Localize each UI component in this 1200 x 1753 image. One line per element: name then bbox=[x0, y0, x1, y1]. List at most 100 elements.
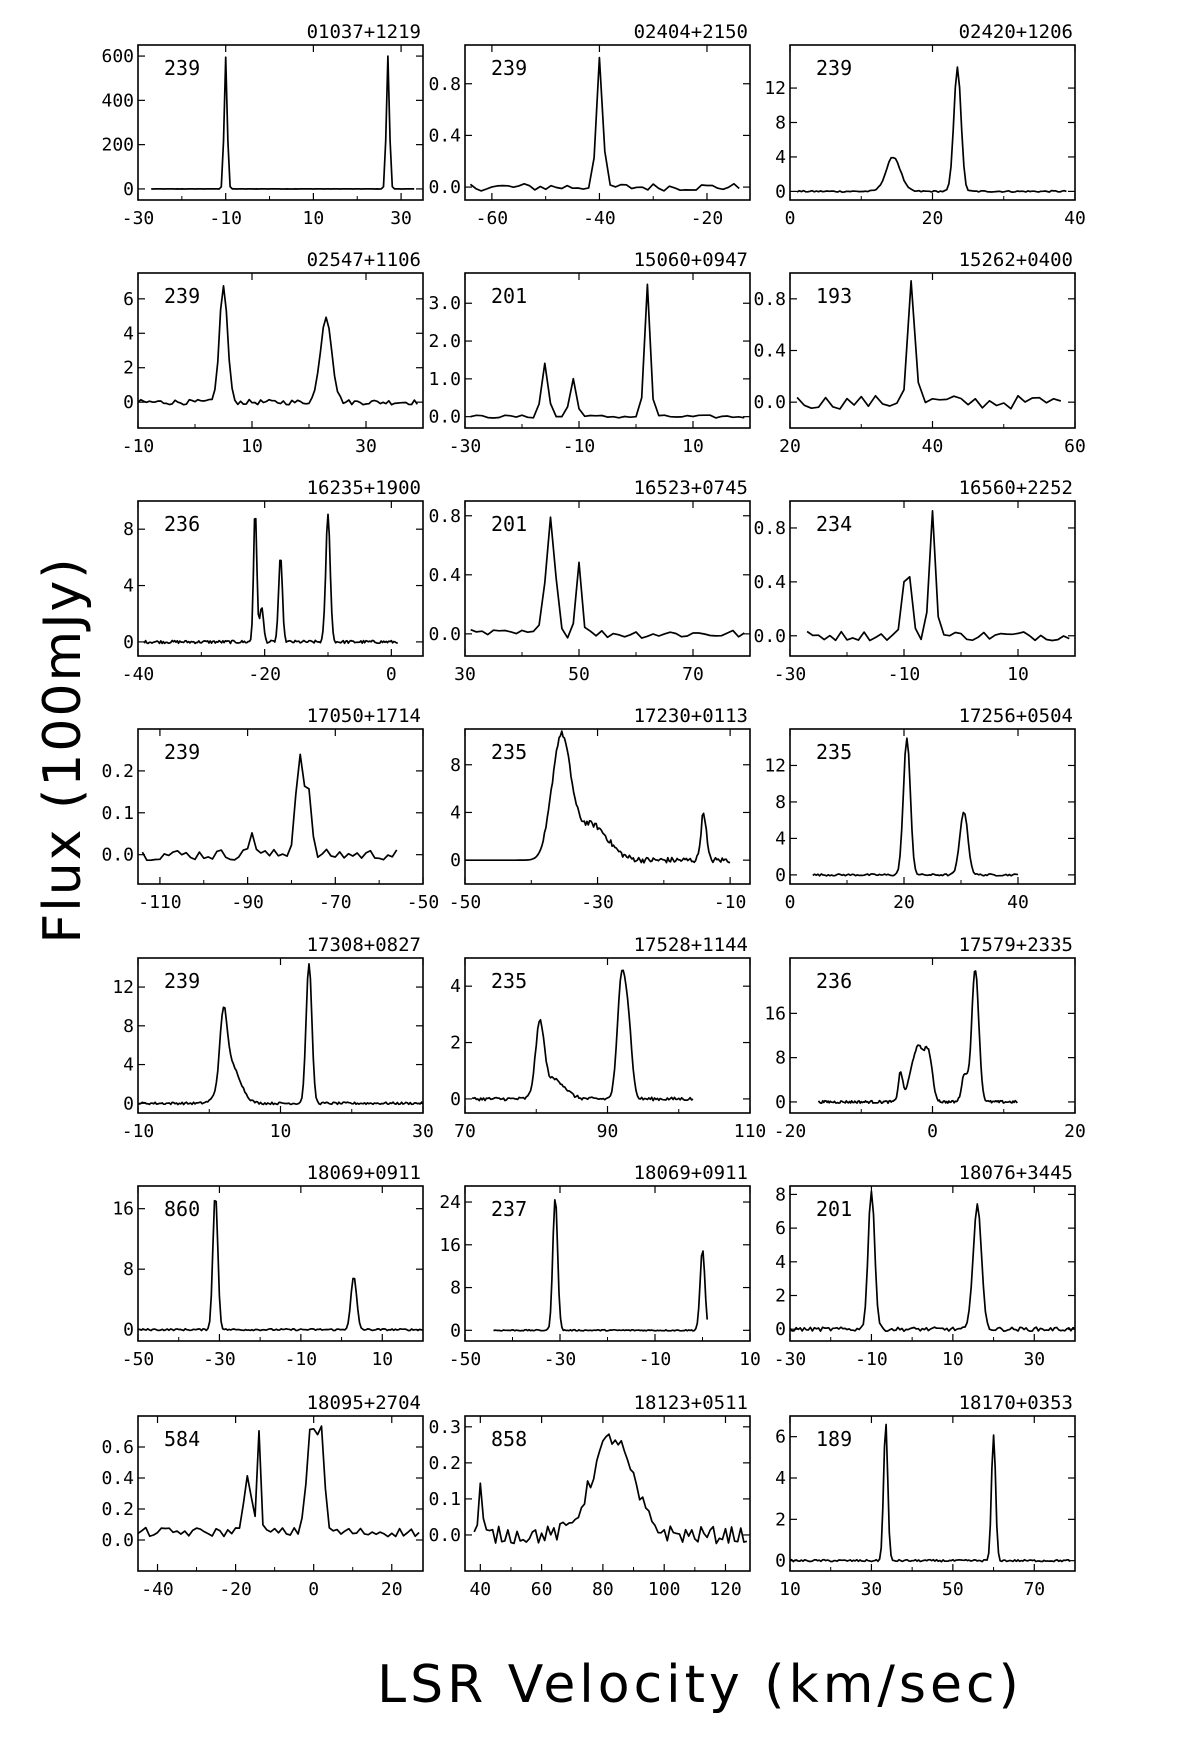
x-tick-label: 70 bbox=[682, 664, 704, 685]
y-tick-label: 8 bbox=[775, 1184, 786, 1205]
y-tick-label: 4 bbox=[450, 976, 461, 997]
panel-title: 16235+1900 bbox=[307, 477, 421, 499]
y-tick-label: 0 bbox=[123, 392, 134, 413]
x-tick-label: -30 bbox=[774, 1349, 807, 1370]
x-tick-label: 30 bbox=[1023, 1349, 1045, 1370]
y-tick-label: 2.0 bbox=[428, 331, 461, 352]
panel-title: 02404+2150 bbox=[634, 21, 748, 43]
spectrum-panel: 16560+2252 234 -30 -10 10 0.0 0.4 0.8 bbox=[753, 477, 1076, 685]
x-tick-label: 40 bbox=[922, 436, 944, 457]
spectrum-line bbox=[151, 55, 415, 190]
x-tick-label: -50 bbox=[449, 1349, 482, 1370]
y-tick-label: 0.0 bbox=[753, 626, 786, 647]
x-tick-label: 30 bbox=[412, 1121, 434, 1142]
x-tick-label: -10 bbox=[563, 436, 596, 457]
panel-title: 17230+0113 bbox=[634, 705, 748, 727]
x-tick-label: -30 bbox=[203, 1349, 236, 1370]
y-tick-label: 8 bbox=[775, 1048, 786, 1069]
x-tick-label: 20 bbox=[779, 436, 801, 457]
y-tick-label: 8 bbox=[450, 1278, 461, 1299]
panel-title: 18069+0911 bbox=[634, 1162, 748, 1184]
y-tick-label: 2 bbox=[450, 1033, 461, 1054]
panel-frame bbox=[137, 44, 424, 201]
y-tick-label: 24 bbox=[439, 1192, 461, 1213]
panel-title: 18069+0911 bbox=[307, 1162, 421, 1184]
x-tick-label: -40 bbox=[122, 664, 155, 685]
y-tick-label: 12 bbox=[764, 78, 786, 99]
panel-frame bbox=[464, 728, 751, 885]
panel-annotation: 239 bbox=[164, 284, 200, 308]
panel-annotation: 858 bbox=[491, 1427, 527, 1451]
y-tick-label: 600 bbox=[101, 46, 134, 67]
y-tick-label: 2 bbox=[775, 1286, 786, 1307]
panel-annotation: 201 bbox=[491, 512, 527, 536]
spectrum-panel: 17308+0827 239 -10 10 30 0 4 8 12 bbox=[112, 934, 434, 1142]
y-tick-label: 4 bbox=[123, 576, 134, 597]
panel-frame bbox=[464, 272, 751, 429]
x-tick-label: 110 bbox=[734, 1121, 767, 1142]
y-tick-label: 12 bbox=[764, 755, 786, 776]
spectrum-panel: 17230+0113 235 -50 -30 -10 0 4 8 bbox=[449, 705, 751, 913]
x-tick-label: 0 bbox=[386, 664, 397, 685]
panel-frame bbox=[789, 1415, 1076, 1572]
panel-title: 17579+2335 bbox=[959, 934, 1073, 956]
panel-frame bbox=[464, 1415, 751, 1572]
panel-frame bbox=[789, 1185, 1076, 1342]
spectrum-panel: 16235+1900 236 -40 -20 0 0 4 8 bbox=[122, 477, 424, 685]
y-tick-label: 8 bbox=[123, 519, 134, 540]
x-tick-label: 50 bbox=[942, 1579, 964, 1600]
x-tick-label: 20 bbox=[893, 892, 915, 913]
x-tick-label: -20 bbox=[774, 1121, 807, 1142]
y-tick-label: 16 bbox=[764, 1003, 786, 1024]
y-tick-label: 4 bbox=[775, 147, 786, 168]
x-tick-label: 0 bbox=[927, 1121, 938, 1142]
y-tick-label: 1.0 bbox=[428, 369, 461, 390]
y-tick-label: 0.4 bbox=[428, 565, 461, 586]
x-tick-label: -10 bbox=[209, 208, 242, 229]
y-tick-label: 0.0 bbox=[428, 1525, 461, 1546]
panel-title: 16523+0745 bbox=[634, 477, 748, 499]
y-tick-label: 0 bbox=[775, 1319, 786, 1340]
x-tick-label: -70 bbox=[319, 892, 352, 913]
panel-frame bbox=[137, 728, 424, 885]
y-axis-label-wrap: Flux (100mJy) bbox=[28, 300, 98, 1200]
panel-frame bbox=[464, 44, 751, 201]
x-tick-label: -10 bbox=[855, 1349, 888, 1370]
panel-annotation: 236 bbox=[164, 512, 200, 536]
spectrum-line bbox=[469, 56, 740, 192]
panel-annotation: 235 bbox=[816, 740, 852, 764]
y-tick-label: 0 bbox=[775, 865, 786, 886]
y-tick-label: 0.2 bbox=[101, 1499, 134, 1520]
x-axis-label: LSR Velocity (km/sec) bbox=[377, 1655, 1023, 1715]
x-tick-label: 20 bbox=[1064, 1121, 1086, 1142]
x-tick-label: -10 bbox=[122, 436, 155, 457]
y-tick-label: 0.8 bbox=[753, 289, 786, 310]
x-tick-label: 40 bbox=[469, 1579, 491, 1600]
x-tick-label: 120 bbox=[709, 1579, 742, 1600]
y-tick-label: 0 bbox=[123, 632, 134, 653]
y-tick-label: 0.4 bbox=[428, 125, 461, 146]
x-tick-label: -40 bbox=[141, 1579, 174, 1600]
panel-annotation: 201 bbox=[491, 284, 527, 308]
x-tick-label: 10 bbox=[779, 1579, 801, 1600]
y-tick-label: 8 bbox=[775, 113, 786, 134]
spectrum-line bbox=[789, 1190, 1076, 1333]
x-tick-label: 0 bbox=[785, 208, 796, 229]
spectrum-panel: 18170+0353 189 10 30 50 70 0 2 4 6 bbox=[775, 1392, 1076, 1600]
panel-frame bbox=[137, 1415, 424, 1572]
y-tick-label: 0 bbox=[450, 1089, 461, 1110]
spectrum-line bbox=[796, 66, 1067, 193]
spectrum-line bbox=[137, 284, 418, 406]
panel-title: 15060+0947 bbox=[634, 249, 748, 271]
y-tick-label: 2 bbox=[775, 1509, 786, 1530]
spectrum-line bbox=[790, 1423, 1071, 1563]
y-tick-label: 0.6 bbox=[101, 1437, 134, 1458]
x-tick-label: -60 bbox=[476, 208, 509, 229]
panel-title: 17050+1714 bbox=[307, 705, 421, 727]
panel-annotation: 239 bbox=[164, 969, 200, 993]
spectrum-panel: 17528+1144 235 70 90 110 0 2 4 bbox=[450, 934, 766, 1142]
x-tick-label: 10 bbox=[682, 436, 704, 457]
panel-annotation: 193 bbox=[816, 284, 852, 308]
